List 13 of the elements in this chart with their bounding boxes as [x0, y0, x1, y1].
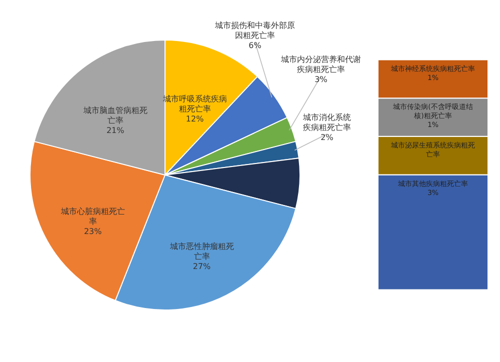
slice-label: 城市脑血管病粗死亡率: [82, 106, 148, 125]
slice-label: 城市消化系统疾病粗死亡率: [302, 113, 351, 132]
data-label: 6%: [248, 41, 262, 50]
data-label: 21%: [106, 126, 125, 135]
data-label: 3%: [314, 75, 328, 84]
slice-label: 城市损伤和中毒外部原因粗死亡率: [214, 21, 295, 40]
slice-label: 城市内分泌营养和代谢疾病粗死亡率: [280, 55, 361, 74]
data-label: 12%: [186, 114, 204, 124]
data-label: 27%: [192, 262, 212, 272]
data-label: 2%: [320, 133, 334, 142]
slice-label: 城市恶性肿瘤粗死亡率: [168, 242, 234, 262]
data-label: 23%: [84, 226, 102, 236]
slice-label: 城市心脏病粗死亡率: [60, 206, 125, 226]
